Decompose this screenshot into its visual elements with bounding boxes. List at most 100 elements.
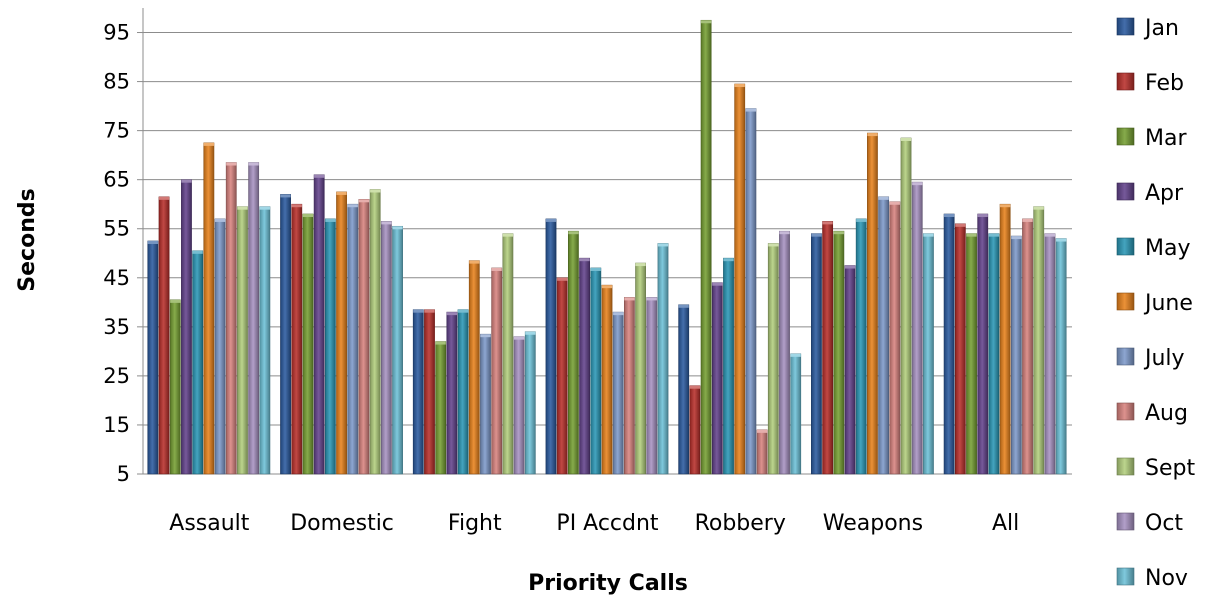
bar-mar-assault: [169, 299, 181, 475]
labels: 5 15 25 35 45 55 65 75 85 95 Assault Domestic Fight P…: [103, 21, 1019, 536]
legend-swatch: [1116, 182, 1135, 201]
bar-nov-robbery: [790, 353, 802, 475]
bar-feb-weapons: [822, 221, 834, 475]
bar-cap: [734, 84, 745, 88]
bar-cap: [381, 221, 392, 225]
bar-cap: [613, 312, 624, 316]
bar-cap: [525, 331, 536, 335]
bar-cap: [878, 196, 889, 200]
bar-cap: [170, 299, 181, 303]
legend-label: June: [1143, 291, 1193, 316]
bars: [147, 19, 1067, 475]
bar-aug-robbery: [756, 429, 768, 475]
x-tick-label: Robbery: [695, 511, 786, 536]
bar-cap: [966, 233, 977, 237]
bar-sept-robbery: [767, 243, 779, 475]
bar-aug-weapons: [889, 201, 901, 475]
y-tick-label: 95: [103, 21, 130, 45]
bar-cap: [336, 191, 347, 195]
legend-swatch: [1116, 347, 1135, 366]
bar-may-robbery: [723, 257, 734, 475]
legend-swatch: [1116, 127, 1135, 146]
bar-cap: [579, 258, 590, 262]
bar-nov-assault: [259, 206, 271, 475]
bar-apr-domestic: [313, 174, 325, 475]
bar-nov-all: [1055, 238, 1067, 475]
bar-may-fight: [457, 309, 469, 475]
bar-apr-all: [977, 213, 989, 475]
bar-cap: [867, 133, 878, 137]
bar-cap: [545, 218, 557, 222]
legend-label: Sept: [1145, 456, 1195, 481]
bar-may-all: [988, 233, 1000, 475]
bar-cap: [237, 206, 248, 210]
legend-swatch: [1116, 512, 1135, 531]
bar-aug-domestic: [358, 199, 370, 475]
bar-cap: [889, 201, 900, 205]
bar-apr-fight: [446, 311, 458, 475]
bar-cap: [745, 108, 757, 112]
bar-cap: [214, 218, 226, 222]
y-tick-label: 45: [103, 266, 130, 290]
bar-nov-domestic: [392, 225, 403, 475]
legend-label: Mar: [1145, 126, 1187, 151]
bar-cap: [469, 260, 480, 264]
x-tick-label: Assault: [169, 511, 250, 536]
bar-july-robbery: [745, 108, 757, 475]
bar-cap: [790, 353, 801, 357]
bar-sept-assault: [237, 206, 248, 475]
legend-label: Jan: [1143, 16, 1179, 41]
bar-cap: [635, 263, 646, 267]
legend-item-july: July: [1116, 346, 1185, 371]
bar-jan-weapons: [811, 233, 822, 475]
bar-cap: [557, 277, 568, 281]
bar-july-weapons: [878, 196, 890, 475]
legend-swatch: [1116, 567, 1135, 586]
bar-cap: [457, 309, 469, 313]
bar-cap: [833, 231, 844, 235]
bar-mar-domestic: [302, 213, 314, 475]
legend-swatch: [1116, 72, 1135, 91]
legend-label: May: [1145, 236, 1190, 261]
bar-mar-fight: [435, 341, 447, 475]
legend-swatch: [1116, 402, 1135, 421]
legend-swatch: [1116, 292, 1135, 311]
bar-cap: [1044, 233, 1056, 237]
bar-cap: [757, 429, 768, 433]
bar-july-domestic: [347, 203, 359, 475]
legend-item-sept: Sept: [1116, 456, 1195, 481]
bar-june-robbery: [734, 83, 746, 475]
bar-jan-domestic: [280, 194, 291, 475]
bar-apr-weapons: [844, 265, 856, 475]
bar-cap: [811, 233, 822, 237]
legend-item-oct: Oct: [1116, 511, 1183, 536]
bar-june-all: [999, 203, 1011, 475]
bar-cap: [768, 243, 779, 247]
legend-swatch: [1116, 17, 1135, 36]
bar-cap: [291, 204, 302, 208]
bar-oct-pi-accdnt: [646, 297, 658, 475]
bar-aug-pi-accdnt: [623, 297, 635, 475]
legend-label: Oct: [1145, 511, 1183, 536]
bar-cap: [723, 258, 734, 262]
bar-mar-pi-accdnt: [567, 230, 579, 475]
bar-cap: [1022, 218, 1033, 222]
bar-nov-weapons: [923, 233, 934, 475]
bar-sept-pi-accdnt: [635, 262, 646, 475]
x-tick-label: Weapons: [823, 511, 923, 536]
bar-oct-fight: [513, 336, 525, 475]
legend-swatch: [1116, 237, 1135, 256]
bar-cap: [590, 267, 601, 271]
bar-cap: [248, 162, 259, 166]
bar-nov-fight: [524, 331, 536, 475]
bar-jan-assault: [147, 240, 159, 475]
bar-feb-assault: [158, 196, 170, 475]
bar-june-pi-accdnt: [601, 284, 613, 475]
bar-may-assault: [192, 250, 204, 475]
legend-swatch: [1116, 457, 1135, 476]
bar-cap: [513, 336, 525, 340]
y-tick-label: 75: [103, 119, 130, 143]
bar-cap: [944, 214, 955, 218]
bar-cap: [280, 194, 291, 198]
bar-cap: [988, 233, 1000, 237]
